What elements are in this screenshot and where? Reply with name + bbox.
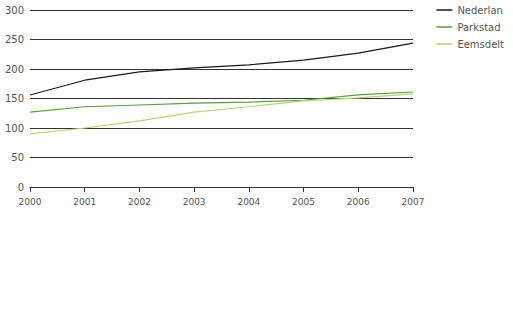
svg-text:250: 250	[5, 34, 24, 45]
svg-text:50: 50	[11, 152, 24, 163]
svg-text:Parkstad: Parkstad	[457, 22, 500, 33]
svg-text:2006: 2006	[347, 197, 370, 207]
svg-text:2007: 2007	[402, 197, 425, 207]
svg-text:2002: 2002	[128, 197, 151, 207]
svg-text:200: 200	[5, 64, 24, 75]
svg-text:100: 100	[5, 123, 24, 134]
svg-text:2000: 2000	[19, 197, 42, 207]
svg-text:2004: 2004	[237, 197, 260, 207]
svg-text:0: 0	[18, 182, 24, 193]
svg-text:Eemsdelt: Eemsdelt	[457, 39, 504, 50]
svg-text:2003: 2003	[183, 197, 206, 207]
svg-text:Nederlan: Nederlan	[457, 5, 503, 16]
svg-text:150: 150	[5, 93, 24, 104]
svg-text:300: 300	[5, 5, 24, 16]
svg-text:2001: 2001	[73, 197, 96, 207]
svg-text:2005: 2005	[292, 197, 315, 207]
